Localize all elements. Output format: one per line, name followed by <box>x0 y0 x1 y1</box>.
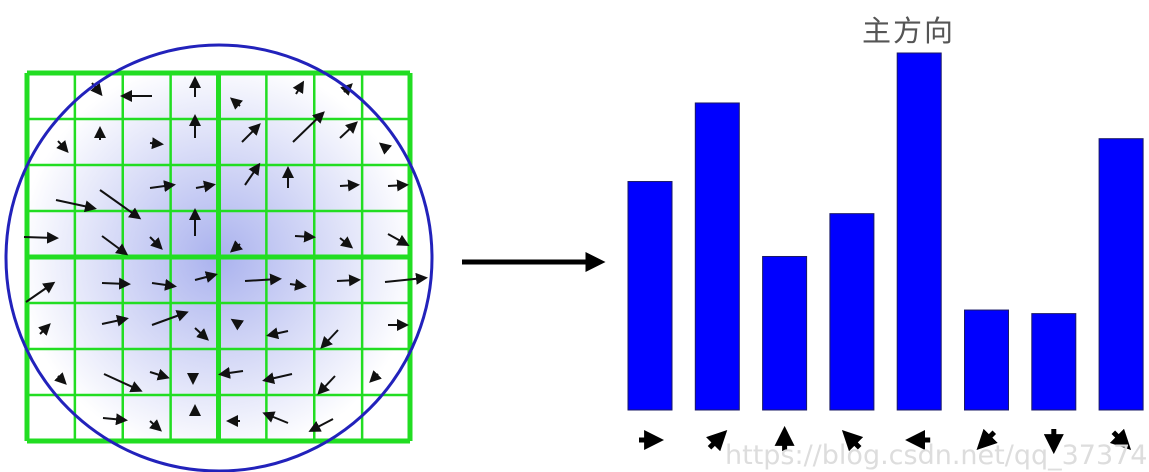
gradient-vector-arrow <box>149 236 163 250</box>
orientation-histogram <box>627 52 1144 411</box>
gradient-vector-arrow <box>101 277 131 290</box>
histogram-bar-up <box>762 255 808 411</box>
gradient-vector-arrow <box>339 179 360 192</box>
gradient-vector-arrow <box>336 274 361 287</box>
gradient-vector-arrow <box>320 329 339 349</box>
gradient-vector-arrow <box>241 123 261 143</box>
gradient-vector-arrow <box>101 235 129 256</box>
histogram-bar-down-left <box>964 309 1009 411</box>
direction-arrow-down-left-icon <box>976 428 998 450</box>
gradient-vector-arrow <box>194 271 218 283</box>
histogram-bar-down <box>1031 313 1077 411</box>
watermark: https://blog.csdn.net/qq_373746 <box>725 440 1149 471</box>
gradient-vector-arrow <box>99 189 142 220</box>
histogram-bar-down-right <box>1098 138 1144 411</box>
histogram-bar-right <box>627 181 673 411</box>
gradient-vector-arrow <box>55 199 97 213</box>
histogram-bar-up-left <box>829 213 875 411</box>
gradient-vector-arrow <box>289 278 307 291</box>
gradient-vector-arrow <box>151 310 189 326</box>
gradient-vector-arrow <box>230 318 244 331</box>
gradient-vector-arrow <box>23 231 59 244</box>
gradient-vector-arrow <box>339 121 358 139</box>
gradient-vector-arrow <box>244 273 282 286</box>
gradient-vector-arrow <box>262 372 293 385</box>
direction-arrow-down-right-icon <box>1109 428 1132 450</box>
direction-arrow-up-left-icon <box>841 430 864 452</box>
gradient-vector-arrow <box>339 236 354 249</box>
gradient-vector-arrow <box>262 411 289 424</box>
histogram-bar-left <box>896 52 942 411</box>
gradient-vector-arrow <box>292 111 325 143</box>
bin-direction-arrows <box>639 425 1132 455</box>
gradient-vector-arrow <box>101 314 129 327</box>
gradient-vector-arrow <box>195 180 216 193</box>
gaussian-window-circle <box>4 43 434 472</box>
gradient-vector-arrow <box>54 372 67 385</box>
gradient-vector-arrow <box>194 327 209 341</box>
gradient-vector-arrow <box>317 375 336 395</box>
gradient-vector-arrow <box>266 327 289 340</box>
gradient-vector-arrow <box>229 240 243 253</box>
gradient-vector-arrow <box>387 233 410 246</box>
gradient-vector-arrow <box>38 323 51 336</box>
gradient-vector-arrow <box>387 179 409 192</box>
gradient-vectors <box>23 76 428 432</box>
gradient-vector-arrow <box>384 272 428 285</box>
gradient-vector-arrow <box>244 162 261 186</box>
gradient-vector-arrow <box>151 278 177 291</box>
gradient-vector-arrow <box>149 419 162 432</box>
gradient-vector-arrow <box>149 137 164 150</box>
gradient-vector-arrow <box>149 368 170 381</box>
gradient-vector-arrow <box>369 370 382 383</box>
gradient-vector-arrow <box>149 180 176 193</box>
gradient-vector-arrow <box>308 418 334 432</box>
gradient-vector-arrow <box>25 281 56 303</box>
gradient-vector-arrow <box>378 142 392 155</box>
dominant-orientation-label: 主方向 <box>862 14 956 48</box>
gradient-vector-arrow <box>294 230 316 243</box>
gradient-vector-arrow <box>56 140 69 153</box>
gradient-vector-arrow <box>102 413 128 426</box>
histogram-bar-up-right <box>694 102 740 411</box>
gradient-vector-arrow <box>103 373 143 393</box>
gradient-vector-arrow <box>229 97 243 110</box>
direction-arrow-up-right-icon <box>706 430 728 452</box>
gradient-vector-arrow <box>292 80 305 95</box>
gradient-vector-arrow <box>218 366 244 379</box>
